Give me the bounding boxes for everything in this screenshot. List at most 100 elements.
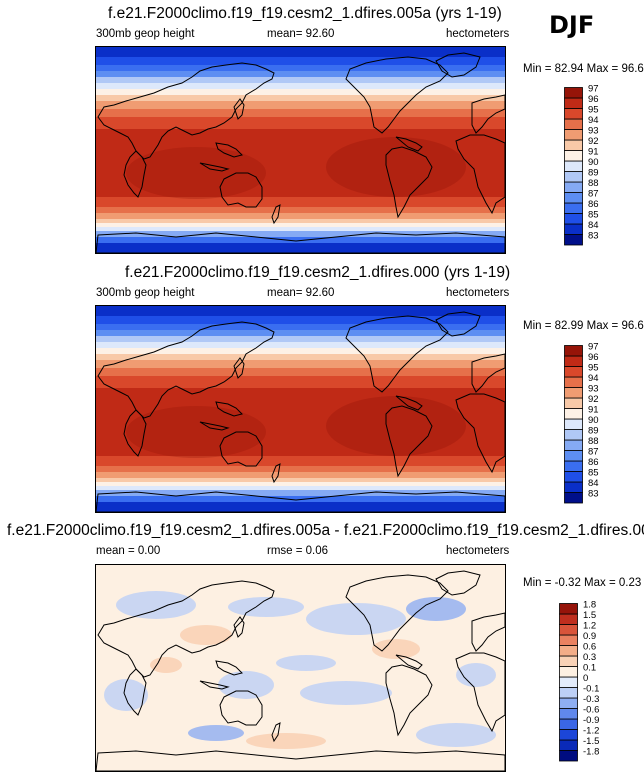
contour-band — [96, 466, 505, 473]
anomaly-negative — [116, 591, 196, 619]
colorbar-box — [559, 655, 578, 667]
colorbar-tick-label: -0.6 — [583, 705, 599, 716]
coastline — [345, 574, 449, 652]
panel1-title: f.e21.F2000climo.f19_f19.cesm2_1.dfires.… — [108, 5, 502, 22]
contour-band — [96, 223, 505, 228]
colorbar-box — [559, 708, 578, 720]
contour-band — [96, 197, 505, 208]
colorbar-tick-label: 0.1 — [583, 663, 596, 674]
panel2-map — [95, 305, 506, 513]
coastline — [455, 393, 505, 474]
colorbar-box — [564, 418, 583, 430]
colorbar-tick-label: 92 — [588, 394, 599, 405]
colorbar-tick-label: 93 — [588, 384, 599, 395]
contour-band — [96, 330, 505, 337]
colorbar-box — [564, 429, 583, 441]
colorbar-tick-label: 94 — [588, 373, 599, 384]
colorbar-tick-label: 97 — [588, 342, 599, 353]
contour-band — [96, 65, 505, 72]
coastline — [123, 668, 147, 716]
anomaly-negative — [416, 723, 496, 747]
panel1-variable: 300mb geop height — [96, 28, 195, 40]
colorbar-box — [564, 355, 583, 367]
colorbar-box — [564, 345, 583, 357]
coastline — [271, 204, 281, 225]
coastline — [233, 98, 245, 120]
contour-band — [96, 360, 505, 369]
contour-band — [96, 456, 505, 467]
anomaly-negative — [406, 597, 466, 621]
colorbar-box — [564, 150, 583, 162]
panel1-minmax: Min = 82.94 Max = 96.69 — [523, 63, 644, 75]
anomaly-positive — [150, 657, 182, 673]
coastline — [435, 570, 481, 596]
colorbar-box — [559, 666, 578, 678]
panel3-minmax: Min = -0.32 Max = 0.23 — [523, 577, 642, 589]
contour-band — [96, 472, 505, 479]
coastline — [96, 232, 505, 253]
colorbar-tick-label: 89 — [588, 426, 599, 437]
coastline — [271, 722, 281, 743]
panel2-mean: mean= 92.60 — [267, 287, 335, 299]
panel2-minmax: Min = 82.99 Max = 96.66 — [523, 320, 644, 332]
contour-band — [96, 243, 505, 253]
contour-band — [96, 490, 505, 497]
colorbar-tick-label: 96 — [588, 94, 599, 105]
coastline — [471, 612, 505, 652]
colorbar-tick-label: -1.8 — [583, 747, 599, 758]
contour-band — [96, 324, 505, 331]
colorbar-box — [559, 729, 578, 741]
coastline — [345, 56, 449, 134]
coastline — [385, 405, 433, 478]
coastline — [219, 690, 263, 726]
colorbar-tick-label: -1.5 — [583, 736, 599, 747]
coastline — [435, 52, 481, 78]
panel2-colorbar: 83 84 85 86 87 88 89 90 91 92 93 94 95 96 97 — [564, 342, 622, 505]
colorbar-box — [564, 387, 583, 399]
colorbar-tick-label: -0.1 — [583, 684, 599, 695]
coastline — [199, 680, 230, 690]
season-label: DJF — [549, 11, 595, 39]
contour-band — [96, 101, 505, 110]
coastline — [471, 94, 505, 134]
colorbar-tick-label: 83 — [588, 231, 599, 242]
coastline — [97, 321, 275, 419]
colorbar-tick-label: -0.9 — [583, 715, 599, 726]
contour-band — [96, 502, 505, 512]
coastline — [123, 150, 147, 198]
colorbar-tick-label: 90 — [588, 415, 599, 426]
colorbar-tick-label: -0.3 — [583, 694, 599, 705]
coastline — [395, 395, 423, 411]
contour-band — [96, 71, 505, 78]
coastline — [219, 172, 263, 208]
colorbar-tick-label: 91 — [588, 147, 599, 158]
colorbar-tick-label: 89 — [588, 168, 599, 179]
panel1-units: hectometers — [446, 28, 510, 40]
contour-band — [96, 83, 505, 90]
coastline — [435, 311, 481, 337]
colorbar-box — [564, 139, 583, 151]
colorbar-box — [564, 118, 583, 130]
panel1-colorbar: 83 84 85 86 87 88 89 90 91 92 93 94 95 96 97 — [564, 84, 622, 247]
colorbar-box — [559, 739, 578, 751]
coastline — [233, 357, 245, 379]
colorbar-box — [559, 676, 578, 688]
coastline — [97, 580, 275, 678]
colorbar-box — [564, 129, 583, 141]
colorbar-tick-label: 1.8 — [583, 600, 596, 611]
anomaly-negative — [306, 603, 406, 635]
colorbar-box — [564, 171, 583, 183]
contour-max-region — [326, 137, 466, 197]
colorbar-tick-label: 92 — [588, 136, 599, 147]
colorbar-tick-label: 87 — [588, 447, 599, 458]
colorbar-box — [564, 213, 583, 225]
anomaly-positive — [372, 639, 420, 659]
contour-band — [96, 109, 505, 118]
panel3-colorbar: -1.8 -1.5 -1.2 -0.9 -0.6 -0.3 -0.1 0 0.1 0.3 0.6 0.… — [559, 600, 617, 763]
colorbar-tick-label: 85 — [588, 468, 599, 479]
panel1-mean: mean= 92.60 — [267, 28, 335, 40]
contour-band — [96, 57, 505, 66]
anomaly-negative — [300, 681, 392, 705]
colorbar-box — [559, 624, 578, 636]
contour-band — [96, 388, 505, 457]
